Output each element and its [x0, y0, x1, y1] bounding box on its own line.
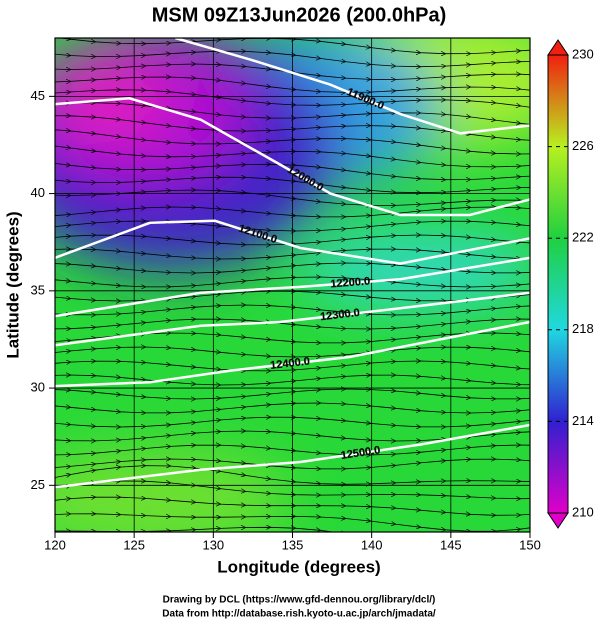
streamline — [55, 319, 530, 329]
contour-label: 12500.0 — [340, 444, 381, 462]
streamline — [55, 375, 530, 385]
streamline — [55, 445, 530, 455]
y-tick-label: 45 — [31, 88, 45, 103]
y-tick-label: 40 — [31, 185, 45, 200]
contour-line — [55, 423, 530, 489]
streamline — [55, 389, 530, 399]
streamlines — [55, 38, 530, 532]
grid — [55, 38, 530, 532]
streamline — [55, 277, 530, 287]
contour-label: 12200.0 — [330, 275, 371, 290]
streamline — [55, 249, 530, 259]
streamline — [55, 190, 530, 205]
contour-label: 12300.0 — [320, 307, 361, 323]
x-axis-label: Longitude (degrees) — [217, 557, 380, 576]
contour-line — [55, 219, 530, 265]
streamline — [55, 417, 530, 427]
colorbar-tick-label: 210 — [572, 504, 594, 519]
footer-line: Drawing by DCL (https://www.gfd-dennou.o… — [163, 595, 436, 606]
x-tick-label: 130 — [202, 537, 224, 552]
y-tick-label: 30 — [31, 380, 45, 395]
contour-line — [174, 38, 530, 135]
x-tick-label: 120 — [44, 537, 66, 552]
x-tick-label: 140 — [361, 537, 383, 552]
streamline — [55, 263, 530, 273]
streamline — [55, 207, 530, 217]
plot-area: 11900.012000.012100.012200.012300.012400… — [55, 38, 530, 532]
y-tick-label: 25 — [31, 477, 45, 492]
colorbar-tick-label: 226 — [572, 138, 594, 153]
x-tick-label: 135 — [282, 537, 304, 552]
x-tick-label: 125 — [123, 537, 145, 552]
contour-line — [55, 320, 530, 388]
colorbar-tick-label: 218 — [572, 321, 594, 336]
streamline — [55, 361, 530, 371]
contour-label: 12400.0 — [270, 355, 311, 371]
contour-line — [55, 97, 530, 217]
streamline — [55, 347, 530, 357]
contour-line — [55, 291, 530, 347]
streamline — [55, 221, 530, 231]
chart-title: MSM 09Z13Jun2026 (200.0hPa) — [152, 4, 447, 26]
streamline — [55, 403, 530, 413]
contour-line — [55, 256, 530, 318]
colorbar-body — [547, 54, 569, 514]
axes: 120 125 130 135 140 145 150 25 30 35 40 45 — [31, 88, 541, 553]
y-axis-label: Latitude (degrees) — [3, 211, 22, 358]
colorbar-tick-label: 214 — [572, 413, 594, 428]
streamline — [55, 235, 530, 245]
streamline — [55, 305, 530, 315]
footer-line: Data from http://database.rish.kyoto-u.a… — [162, 609, 436, 620]
colorbar: 210 214 218 222 226 230 — [547, 39, 594, 529]
x-tick-label: 150 — [519, 537, 541, 552]
colorbar-tick-label: 230 — [572, 46, 594, 61]
colorbar-tick-label: 222 — [572, 230, 594, 245]
colorbar-extend-bottom — [547, 512, 569, 529]
x-tick-label: 145 — [440, 537, 462, 552]
y-tick-label: 35 — [31, 282, 45, 297]
colorbar-extend-top — [547, 39, 569, 56]
